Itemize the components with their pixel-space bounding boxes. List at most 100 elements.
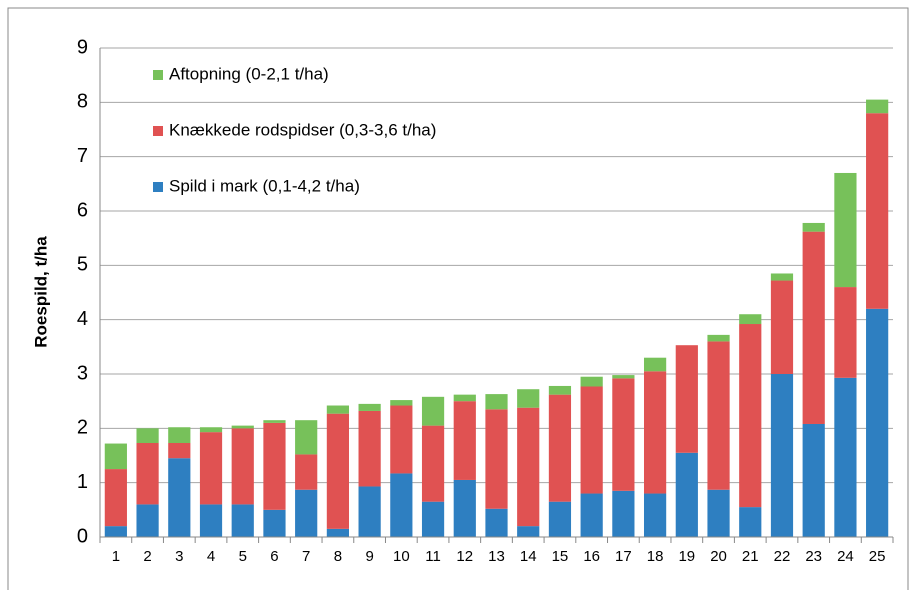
bar-segment <box>326 413 350 529</box>
x-tick-label: 19 <box>678 548 695 565</box>
y-tick-label: 7 <box>77 145 88 167</box>
bar-segment <box>168 458 191 537</box>
chart-frame <box>7 7 909 590</box>
x-tick-label: 23 <box>805 548 822 565</box>
y-tick-label: 9 <box>77 36 88 58</box>
x-tick-label: 7 <box>302 548 310 565</box>
x-tick-label: 13 <box>488 548 505 565</box>
y-tick-label: 5 <box>77 254 88 276</box>
bar-segment <box>231 428 254 505</box>
bar-segment <box>739 507 762 537</box>
bar-segment <box>866 113 889 309</box>
bar-segment <box>168 427 191 444</box>
bar-segment <box>770 374 794 537</box>
bar-segment <box>866 99 889 114</box>
x-tick-label: 22 <box>774 548 791 565</box>
bar-segment <box>295 489 318 537</box>
x-tick-label: 9 <box>365 548 373 565</box>
bar-segment <box>517 389 540 408</box>
bar-segment <box>263 420 286 423</box>
bar-segment <box>612 490 635 537</box>
bar-segment <box>390 473 413 537</box>
bar-segment <box>485 508 508 537</box>
bar-segment <box>453 394 476 402</box>
x-tick-label: 4 <box>207 548 215 565</box>
bar-segment <box>517 526 540 537</box>
bar-segment <box>326 528 350 537</box>
x-tick-label: 10 <box>393 548 410 565</box>
x-tick-label: 24 <box>837 548 854 565</box>
bar-segment <box>231 504 254 537</box>
y-tick-label: 0 <box>77 525 88 547</box>
bar-segment <box>136 504 159 537</box>
bar-segment <box>643 357 667 372</box>
bar-segment <box>390 400 413 406</box>
bar-segment <box>802 222 825 232</box>
legend-swatch <box>153 70 163 80</box>
bar-segment <box>739 324 762 508</box>
bar-segment <box>199 427 223 433</box>
y-tick-label: 1 <box>77 471 88 493</box>
bar-segment <box>295 454 318 490</box>
bar-segment <box>580 376 603 387</box>
x-tick-label: 11 <box>425 548 441 565</box>
bar-segment <box>834 287 857 378</box>
bar-segment <box>453 401 476 480</box>
y-tick-label: 2 <box>77 417 88 439</box>
bar-segment <box>770 280 794 374</box>
bar-segment <box>358 486 381 537</box>
bar-segment <box>168 443 191 459</box>
x-tick-label: 20 <box>710 548 727 565</box>
x-tick-label: 6 <box>270 548 278 565</box>
bar-segment <box>104 443 127 470</box>
bar-segment <box>485 394 508 410</box>
legend-swatch <box>153 126 163 136</box>
x-tick-label: 1 <box>112 548 120 565</box>
bar-segment <box>390 405 413 474</box>
bar-segment <box>675 345 698 453</box>
bar-segment <box>675 452 698 537</box>
bar-segment <box>231 425 254 429</box>
bar-segment <box>643 493 667 537</box>
bar-segment <box>834 172 857 288</box>
x-tick-label: 5 <box>239 548 247 565</box>
bar-segment <box>802 423 825 537</box>
legend-swatch <box>153 182 163 192</box>
bar-segment <box>707 341 730 490</box>
bar-segment <box>707 334 730 342</box>
bar-segment <box>199 504 223 537</box>
bar-segment <box>453 479 476 537</box>
bar-segment <box>739 314 762 325</box>
bar-segment <box>548 501 572 537</box>
bar-segment <box>612 378 635 491</box>
bar-segment <box>485 409 508 509</box>
bar-segment <box>263 509 286 537</box>
x-tick-label: 15 <box>552 548 569 565</box>
x-tick-label: 2 <box>143 548 151 565</box>
bar-segment <box>580 386 603 494</box>
legend-label: Knækkede rodspidser (0,3-3,6 t/ha) <box>169 120 436 139</box>
bar-segment <box>421 501 445 537</box>
legend-label: Spild i mark (0,1-4,2 t/ha) <box>169 176 360 195</box>
bar-segment <box>136 428 159 444</box>
bar-segment <box>580 493 603 537</box>
bar-segment <box>104 526 127 537</box>
bar-segment <box>358 410 381 487</box>
bar-segment <box>643 371 667 494</box>
bar-segment <box>421 425 445 502</box>
y-tick-label: 4 <box>77 308 88 330</box>
y-tick-label: 3 <box>77 362 88 384</box>
bar-segment <box>707 489 730 537</box>
x-tick-label: 25 <box>869 548 886 565</box>
bar-segment <box>770 273 794 281</box>
bar-segment <box>421 396 445 426</box>
x-tick-label: 3 <box>175 548 183 565</box>
x-tick-label: 12 <box>456 548 473 565</box>
y-axis-label: Roespild, t/ha <box>31 236 50 348</box>
y-tick-label: 6 <box>77 199 88 221</box>
bar-segment <box>358 403 381 411</box>
bar-segment <box>136 443 159 505</box>
x-tick-label: 18 <box>647 548 664 565</box>
legend-label: Aftopning (0-2,1 t/ha) <box>169 64 329 83</box>
